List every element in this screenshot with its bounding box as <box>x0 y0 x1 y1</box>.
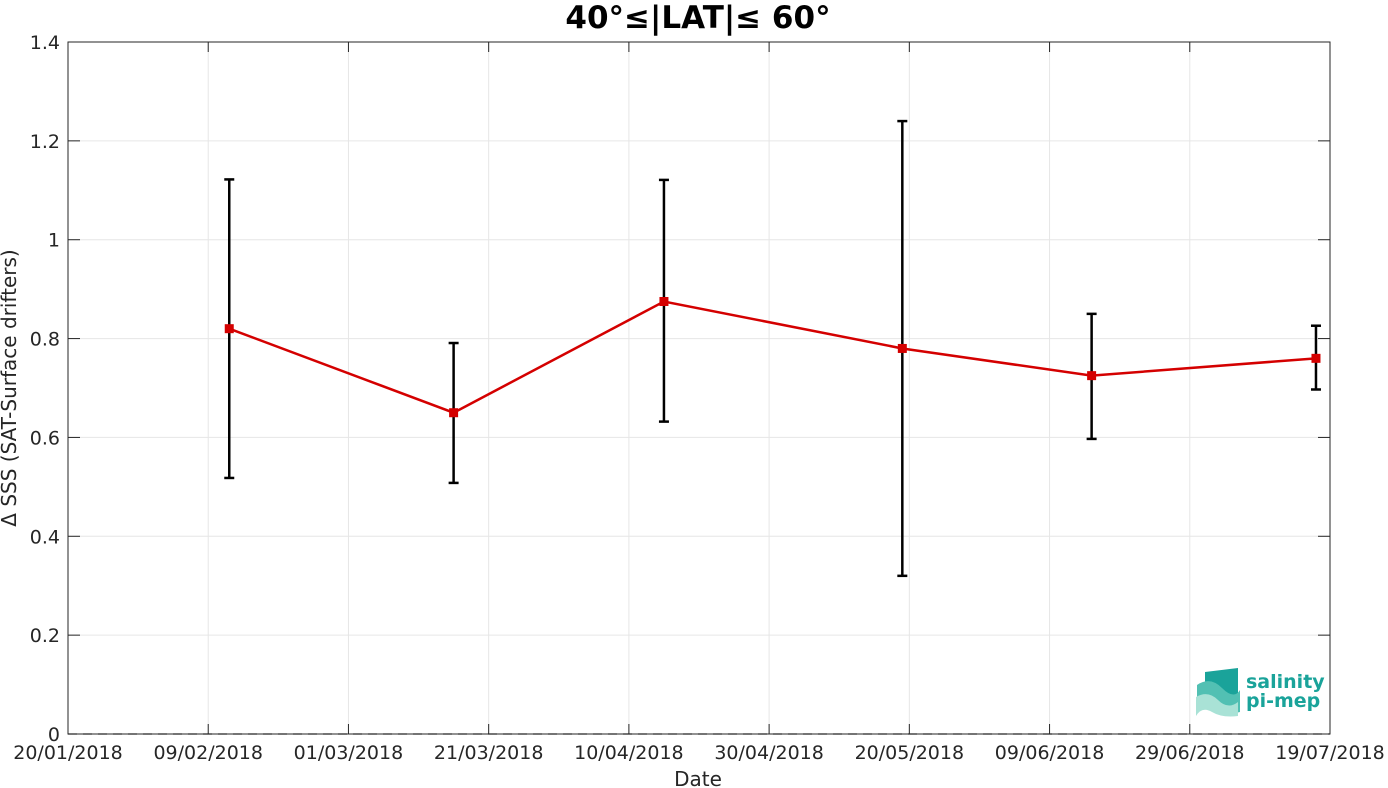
x-tick-label: 19/07/2018 <box>1275 742 1385 764</box>
data-point <box>449 408 459 418</box>
y-tick-label: 0.2 <box>30 625 60 647</box>
x-tick-label: 30/04/2018 <box>714 742 824 764</box>
chart-title: 40°≤|LAT|≤ 60° <box>565 0 830 36</box>
error-bars <box>224 119 1321 578</box>
y-tick-label: 0.4 <box>30 526 60 548</box>
y-tick-label: 0.8 <box>30 329 60 351</box>
y-tick-label: 0.6 <box>30 427 60 449</box>
data-point <box>224 324 234 334</box>
data-point <box>897 343 907 353</box>
wave-icon <box>1196 668 1240 717</box>
data-point <box>1311 353 1321 363</box>
y-tick-label: 1 <box>48 230 60 252</box>
x-tick-label: 09/06/2018 <box>995 742 1105 764</box>
x-tick-label: 29/06/2018 <box>1135 742 1245 764</box>
salinity-pi-mep-logo: salinity pi-mep <box>1196 668 1325 717</box>
x-tick-label: 10/04/2018 <box>574 742 684 764</box>
plot-frame <box>67 41 1331 735</box>
x-tick-label: 21/03/2018 <box>434 742 544 764</box>
x-tick-label: 20/01/2018 <box>13 742 123 764</box>
series-line <box>228 300 1317 415</box>
y-axis: 0 0.2 0.4 0.6 0.8 1 1.2 1.4 <box>30 32 1330 746</box>
x-axis-label: Date <box>674 767 722 788</box>
series <box>224 297 1321 418</box>
x-tick-label: 09/02/2018 <box>153 742 263 764</box>
logo-line-1: salinity <box>1246 671 1325 693</box>
data-point <box>659 297 669 306</box>
x-axis: 20/01/2018 09/02/2018 01/03/2018 21/03/2018… <box>13 42 1385 764</box>
x-tick-label: 20/05/2018 <box>855 742 965 764</box>
axes-frame <box>67 41 1331 735</box>
y-tick-label: 0 <box>48 724 60 746</box>
y-axis-label: Δ SSS (SAT-Surface drifters) <box>0 249 21 526</box>
logo-line-2: pi-mep <box>1246 690 1320 712</box>
grid <box>67 41 1331 735</box>
data-point <box>1087 371 1097 381</box>
x-tick-label: 01/03/2018 <box>294 742 404 764</box>
y-tick-label: 1.4 <box>30 32 60 54</box>
y-tick-label: 1.2 <box>30 131 60 153</box>
